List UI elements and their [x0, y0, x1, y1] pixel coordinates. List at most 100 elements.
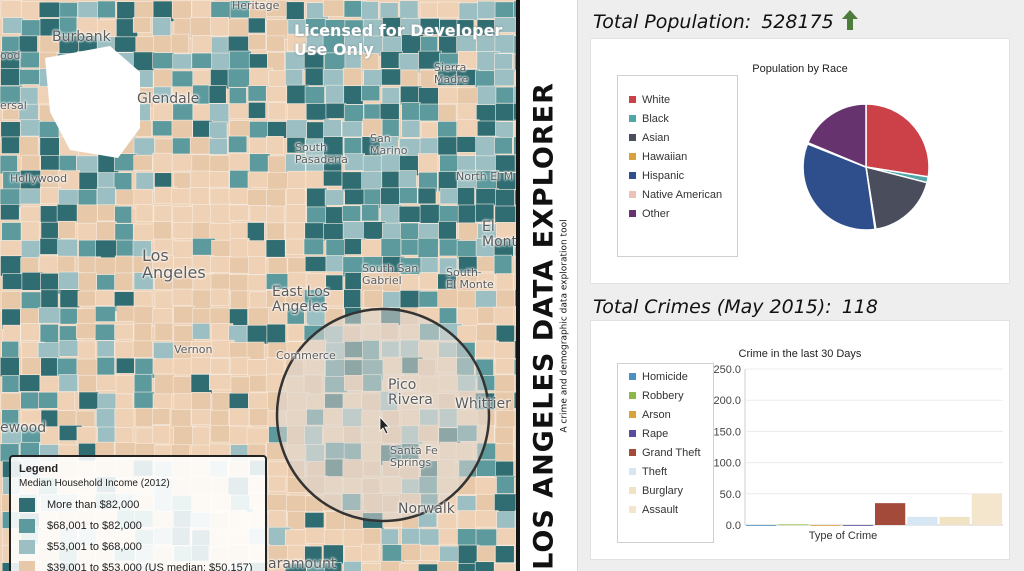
tract: [189, 187, 210, 206]
place-label-paramount: aramount: [268, 556, 337, 571]
pie-legend-item[interactable]: Hispanic: [618, 166, 737, 185]
pie-slice-hispanic[interactable]: [802, 142, 876, 231]
bar-rape[interactable]: [842, 525, 873, 526]
tract: [494, 68, 515, 87]
tract: [342, 67, 363, 88]
tract: [495, 121, 514, 139]
tract: [154, 373, 176, 395]
app-title-block: LOS ANGELES DATA EXPLORER A crime and de…: [529, 82, 570, 570]
pie-slice-asian[interactable]: [865, 165, 928, 231]
tract: [419, 272, 439, 290]
pie-legend-swatch: [629, 191, 636, 198]
bar-burglary[interactable]: [939, 516, 970, 525]
bar-legend-label: Grand Theft: [642, 446, 701, 459]
pie-legend-item[interactable]: Other: [618, 204, 737, 223]
bar-arson[interactable]: [810, 525, 841, 526]
pie-legend-item[interactable]: Native American: [618, 185, 737, 204]
bar-legend-swatch: [629, 449, 636, 456]
tract: [323, 223, 346, 241]
bar-theft[interactable]: [907, 516, 938, 525]
bar-legend-swatch: [629, 487, 636, 494]
place-label-los-angeles: Los Angeles: [142, 246, 206, 282]
pie-legend-item[interactable]: White: [618, 90, 737, 109]
population-pie-chart[interactable]: [791, 91, 941, 241]
tract: [398, 170, 417, 188]
pie-legend-swatch: [629, 115, 636, 122]
tract: [38, 391, 59, 409]
bar-legend-item[interactable]: Robbery: [618, 386, 713, 405]
tract: [229, 408, 250, 427]
tract: [513, 426, 516, 448]
tract: [494, 426, 514, 446]
tract: [37, 342, 61, 361]
tract: [305, 527, 327, 544]
tract: [190, 374, 213, 395]
bar-legend-item[interactable]: Theft: [618, 462, 713, 481]
place-label-norwalk: Norwalk: [398, 501, 455, 517]
tract: [437, 121, 460, 140]
place-label-south-pasadena: South Pasadena: [295, 141, 348, 166]
tract: [420, 257, 439, 273]
tract: [341, 121, 363, 138]
place-label-burbank: Burbank: [52, 29, 111, 45]
bar-legend-item[interactable]: Grand Theft: [618, 443, 713, 462]
bar-homicide[interactable]: [746, 525, 777, 526]
tract: [495, 545, 516, 564]
bar-legend-swatch: [629, 373, 636, 380]
selection-circle[interactable]: [275, 307, 491, 523]
tract: [211, 392, 232, 413]
tract: [456, 495, 477, 512]
bar-grand-theft[interactable]: [875, 503, 906, 525]
tract: [267, 155, 288, 174]
tract: [115, 357, 135, 374]
tract: [286, 119, 308, 139]
tract: [246, 324, 270, 345]
tract: [20, 257, 39, 275]
tract: [248, 102, 266, 119]
bar-legend-item[interactable]: Burglary: [618, 481, 713, 500]
tract: [171, 153, 195, 172]
tract: [114, 223, 136, 241]
tract: [514, 255, 516, 276]
bar-legend-label: Theft: [642, 465, 668, 478]
tract: [477, 306, 496, 324]
tract: [40, 186, 62, 205]
tract: [172, 53, 192, 70]
tract: [513, 85, 516, 107]
map-canvas[interactable]: [0, 0, 516, 571]
tract: [417, 237, 439, 260]
pie-slice-white[interactable]: [865, 103, 930, 178]
bar-legend-item[interactable]: Rape: [618, 424, 713, 443]
map-divider[interactable]: [516, 0, 520, 571]
bar-legend-swatch: [629, 392, 636, 399]
pie-legend-item[interactable]: Asian: [618, 128, 737, 147]
bar-legend-item[interactable]: Assault: [618, 500, 713, 519]
bar-assault[interactable]: [971, 493, 1002, 525]
tract: [248, 34, 267, 51]
tract: [476, 545, 496, 563]
tract: [152, 221, 172, 241]
tract: [114, 36, 138, 53]
bar-robbery[interactable]: [778, 524, 809, 526]
pie-legend-item[interactable]: Hawaiian: [618, 147, 737, 166]
tract: [0, 291, 22, 312]
tract: [496, 475, 516, 494]
place-label-commerce: Commerce: [276, 349, 336, 362]
tract: [438, 307, 458, 325]
developer-watermark: Licensed for Developer Use Only: [294, 21, 503, 60]
tract: [249, 408, 269, 427]
pie-legend-label: Hawaiian: [642, 150, 688, 163]
legend-label: $68,001 to $82,000: [47, 519, 142, 532]
tract: [228, 187, 249, 205]
crime-bar-chart[interactable]: 0.0 50.0 100.0 150.0 200.0 250.0 Type of Crime: [709, 359, 1009, 559]
tract: [325, 239, 347, 257]
bar-legend-item[interactable]: Homicide: [618, 367, 713, 386]
pie-legend-item[interactable]: Black: [618, 109, 737, 128]
tract: [191, 289, 212, 311]
income-map[interactable]: Licensed for Developer Use Only Burbank G…: [0, 0, 516, 571]
tract: [172, 222, 195, 239]
bar-legend-item[interactable]: Arson: [618, 405, 713, 424]
tract: [0, 255, 23, 277]
pie-slice-other[interactable]: [806, 103, 867, 169]
